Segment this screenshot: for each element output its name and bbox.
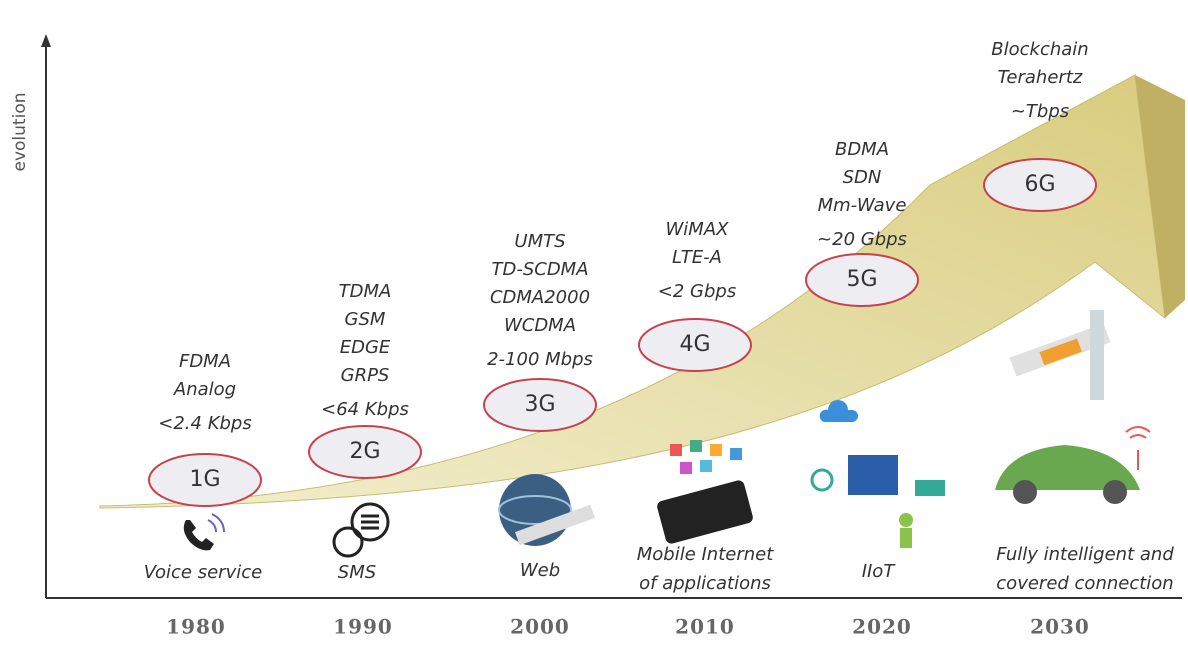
axis-label: evolution bbox=[10, 93, 30, 172]
technology: <2 Gbps bbox=[658, 281, 736, 302]
technology: FDMA bbox=[179, 351, 231, 372]
application: of applications bbox=[639, 573, 771, 594]
application: Web bbox=[520, 560, 560, 581]
technology: BDMA bbox=[835, 139, 889, 160]
application: covered connection bbox=[996, 573, 1173, 594]
web-icon bbox=[498, 474, 595, 546]
technology: Blockchain bbox=[991, 39, 1088, 60]
technology: <2.4 Kbps bbox=[158, 413, 251, 434]
technology: GSM bbox=[345, 309, 386, 330]
application: IIoT bbox=[862, 561, 897, 582]
technology: ~Tbps bbox=[1011, 101, 1069, 122]
generation-badge bbox=[638, 318, 752, 372]
sms-icon bbox=[332, 502, 390, 558]
phone-icon bbox=[183, 513, 225, 551]
year-label: 1980 bbox=[166, 615, 226, 639]
technology: CDMA2000 bbox=[490, 287, 590, 308]
year-label: 2020 bbox=[852, 615, 912, 639]
technology: 2-100 Mbps bbox=[487, 349, 593, 370]
generation-badge bbox=[148, 453, 262, 507]
year-label: 2000 bbox=[510, 615, 570, 639]
technology: ~20 Gbps bbox=[817, 229, 907, 250]
technology: Mm-Wave bbox=[818, 195, 907, 216]
technology: Analog bbox=[173, 379, 236, 400]
generation-name: 5G bbox=[846, 267, 877, 292]
evolution-arrow bbox=[99, 74, 1166, 509]
application: Mobile Internet bbox=[637, 544, 774, 565]
technology: WCDMA bbox=[504, 315, 576, 336]
application: Voice service bbox=[144, 562, 262, 583]
generation-badge bbox=[483, 378, 597, 432]
technology: LTE-A bbox=[672, 247, 722, 268]
technology: WiMAX bbox=[666, 219, 730, 240]
car-icon bbox=[995, 426, 1151, 504]
year-label: 2010 bbox=[675, 615, 735, 639]
iiot-icon bbox=[810, 400, 945, 548]
technology: TD-SCDMA bbox=[491, 259, 588, 280]
technology: EDGE bbox=[340, 337, 391, 358]
application: SMS bbox=[338, 562, 376, 583]
generation-name: 1G bbox=[189, 467, 220, 492]
mobile-icon bbox=[657, 440, 753, 544]
technology: SDN bbox=[843, 167, 882, 188]
technology: Terahertz bbox=[998, 67, 1083, 88]
y-axis-arrowhead bbox=[41, 34, 51, 47]
generation-badge bbox=[983, 158, 1097, 212]
technology: TDMA bbox=[339, 281, 392, 302]
year-label: 2030 bbox=[1030, 615, 1090, 639]
robot-icon bbox=[1009, 310, 1111, 400]
generation-name: 6G bbox=[1024, 172, 1055, 197]
generation-badge bbox=[308, 425, 422, 479]
generation-name: 2G bbox=[349, 439, 380, 464]
technology: UMTS bbox=[514, 231, 565, 252]
technology: GRPS bbox=[341, 365, 390, 386]
generation-name: 4G bbox=[679, 332, 710, 357]
application: Fully intelligent and bbox=[996, 544, 1174, 565]
arrow-side bbox=[1135, 75, 1185, 318]
technology: <64 Kbps bbox=[321, 399, 409, 420]
generation-name: 3G bbox=[524, 392, 555, 417]
generation-badge bbox=[805, 253, 919, 307]
year-label: 1990 bbox=[333, 615, 393, 639]
